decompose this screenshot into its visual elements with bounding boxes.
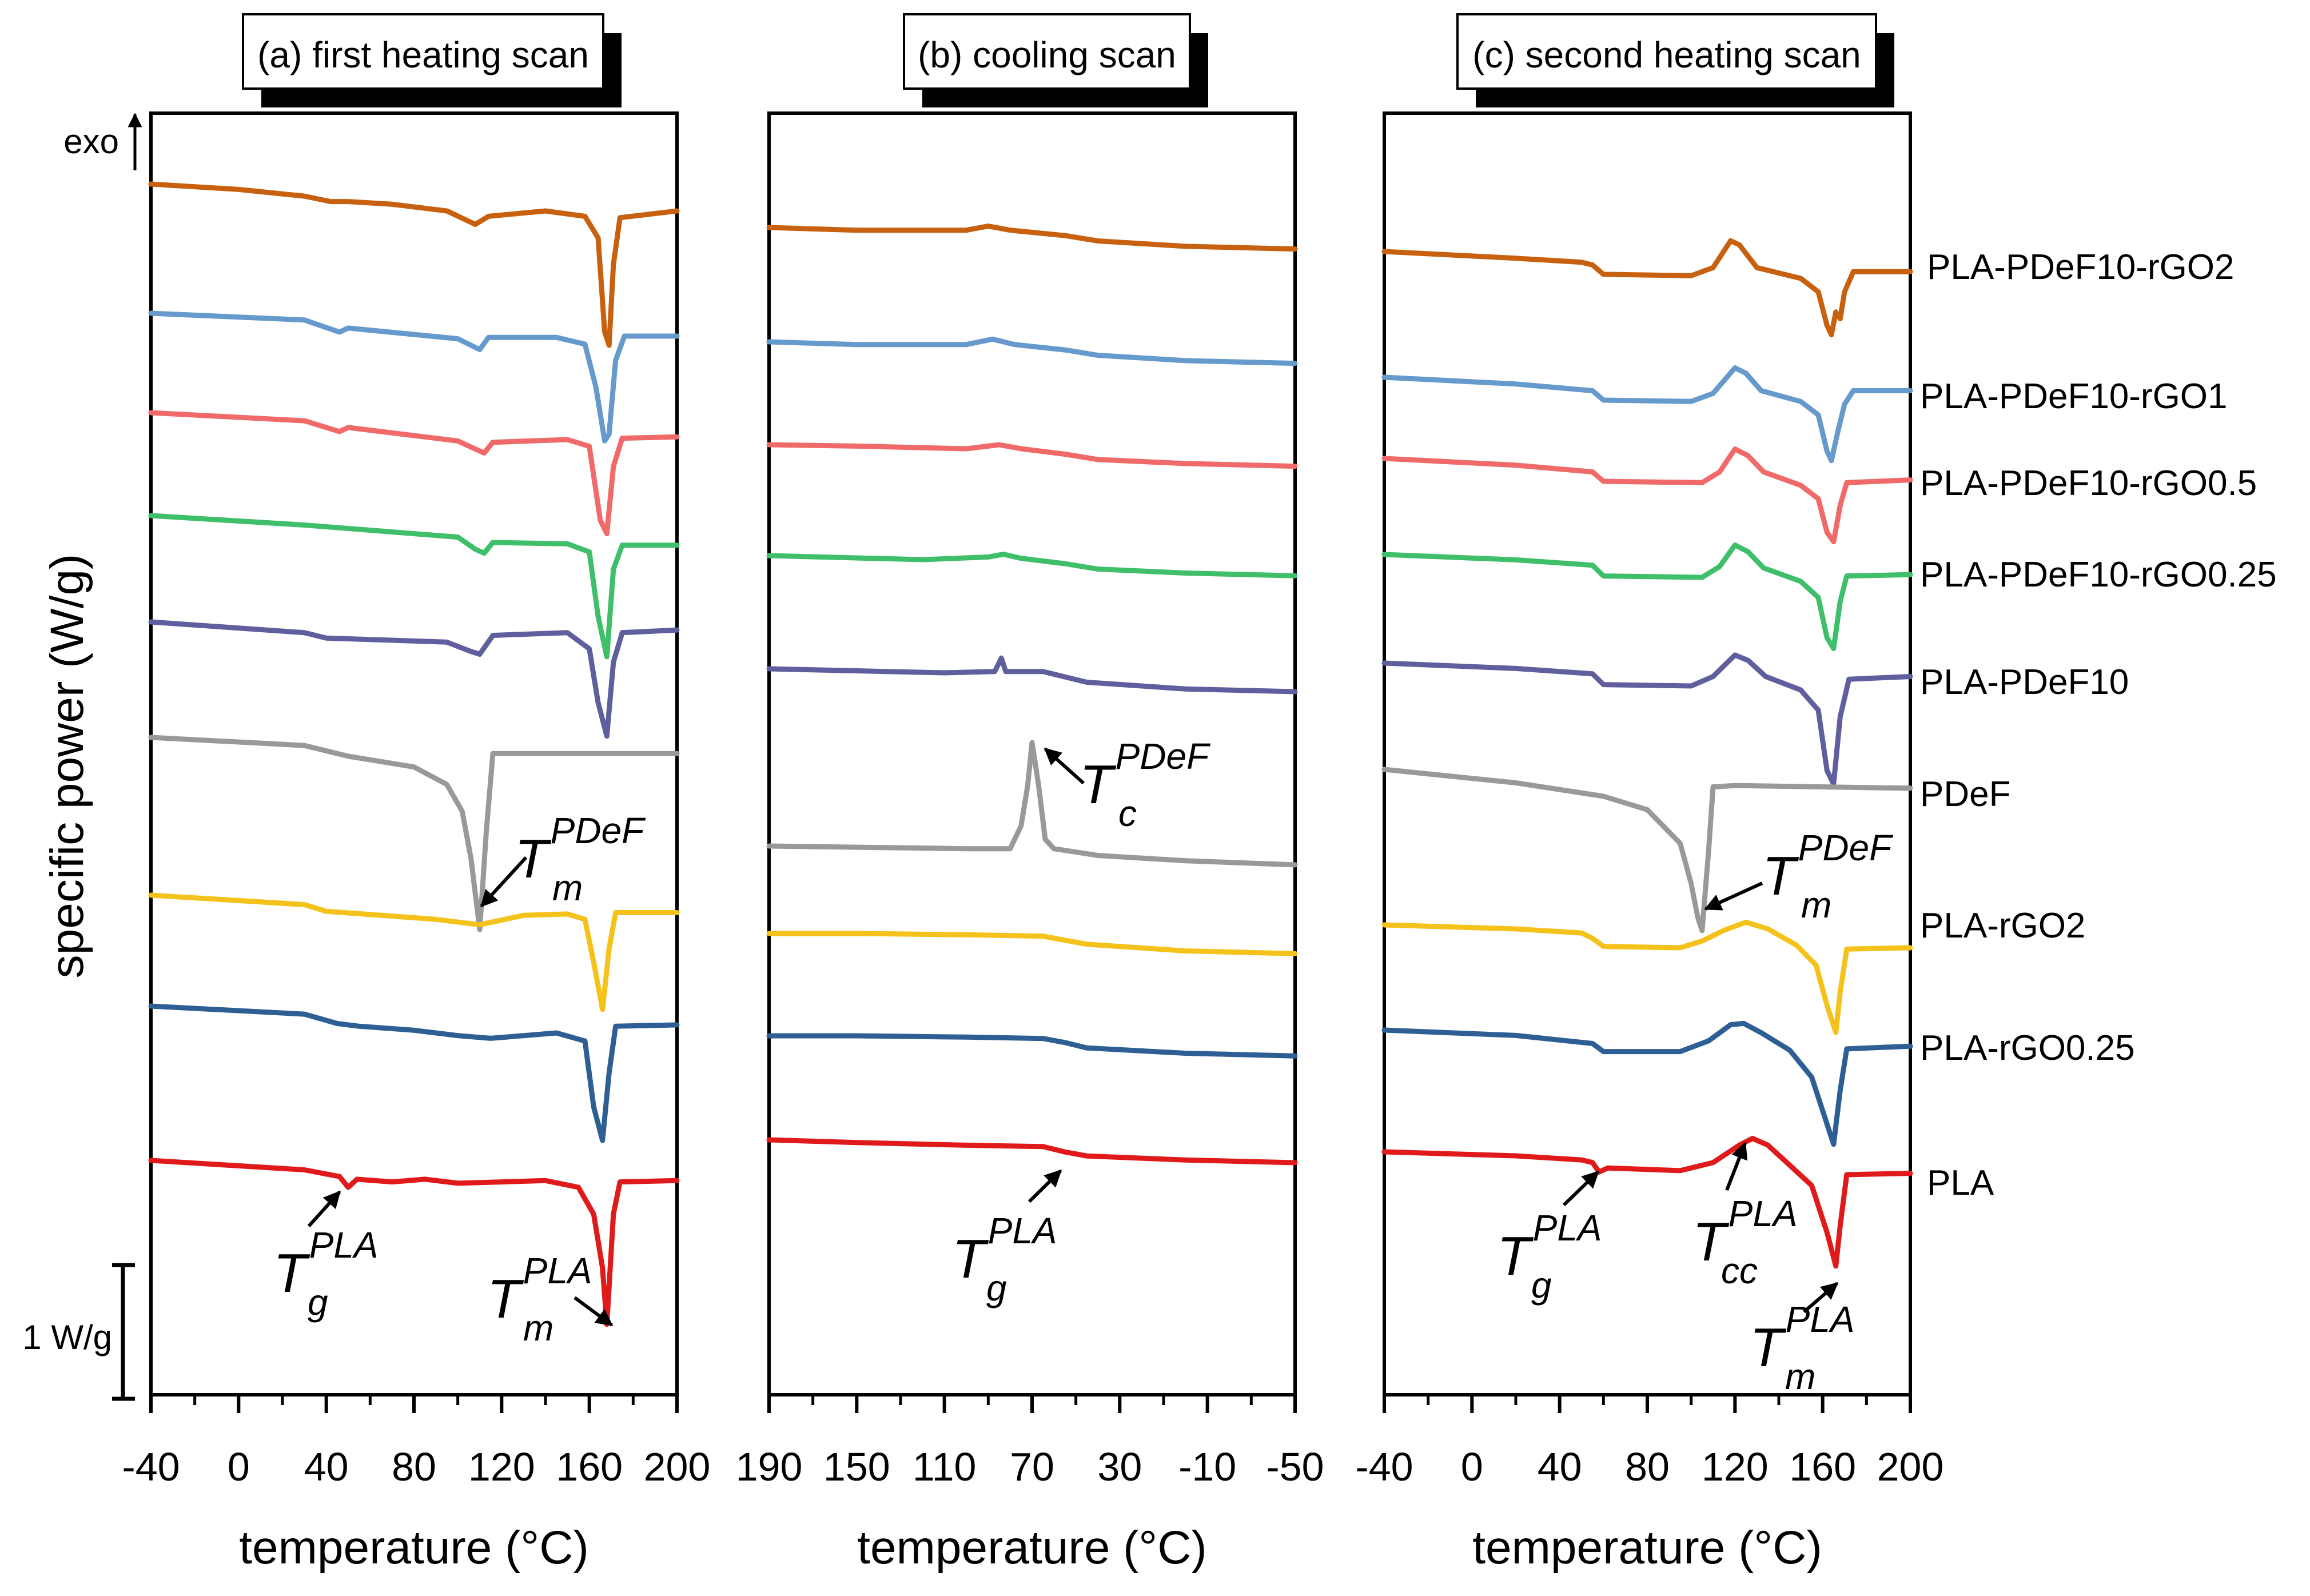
- x-tick-label-c: -40: [1355, 1445, 1413, 1489]
- curve-a-pla-pdef10: [148, 619, 680, 739]
- curve-b-pdef: [766, 740, 1298, 868]
- x-tick-label-b: 30: [1097, 1445, 1142, 1489]
- curve-c-pdef: [1381, 767, 1913, 933]
- arrow-c-tm-pla: [1803, 1282, 1839, 1314]
- annotation-c-tm-pdef: TPDeF m: [1762, 827, 1894, 925]
- scale-bar: [112, 1263, 135, 1401]
- x-tick-label-c: 200: [1877, 1445, 1944, 1489]
- x-tick-label-b: 110: [913, 1445, 977, 1489]
- arrow-a-tm-pla: [573, 1296, 614, 1327]
- annotation-c-tm-pla: TPLA m: [1750, 1299, 1855, 1397]
- arrow-c-tm-pdef: [1704, 881, 1763, 911]
- panel-b-xlabel: temperature (°C): [857, 1522, 1207, 1574]
- curve-a-pla-pdef10-rgo0-5: [148, 410, 680, 536]
- arrow-b-tg-pla: [1027, 1169, 1062, 1203]
- curve-c-pla-pdef10-rgo1: [1381, 365, 1913, 464]
- curve-c-pla-rgo2: [1381, 919, 1913, 1035]
- annotation-b-tc-pdef: TPDeF c: [1080, 736, 1211, 834]
- exo-label: exo: [63, 122, 119, 161]
- panel-c-xlabel: temperature (°C): [1472, 1522, 1822, 1574]
- annotation-c-tcc-pla: TPLA cc: [1692, 1193, 1798, 1291]
- y-axis-label: specific power (W/g): [41, 554, 93, 979]
- panel-c-frame: [1383, 111, 1912, 1396]
- x-tick-label-a: -40: [122, 1445, 180, 1489]
- annotation-a-tm-pdef: TPDeF m: [515, 810, 646, 908]
- curve-a-pla-pdef10-rgo1: [148, 310, 680, 444]
- x-tick-label-a: 80: [392, 1445, 436, 1489]
- curve-a-pla: [148, 1158, 680, 1327]
- label-pla-pdef10-rgo2: PLA-PDeF10-rGO2: [1927, 248, 2235, 287]
- curve-c-pla-pdef10-rgo0-25: [1381, 542, 1913, 651]
- curve-b-pla: [766, 1137, 1298, 1166]
- label-pdef: PDeF: [1920, 775, 2010, 814]
- x-tick-label-c: 80: [1625, 1445, 1670, 1489]
- label-pla-rgo2: PLA-rGO2: [1920, 906, 2085, 945]
- curve-b-pla-pdef10-rgo0-5: [766, 442, 1298, 469]
- curve-b-pla-pdef10-rgo0-25: [766, 552, 1298, 578]
- annotation-b-tg-pla: TPLA g: [952, 1210, 1057, 1308]
- arrow-a-tm-pdef: [480, 856, 528, 908]
- x-tick-label-a: 0: [228, 1445, 250, 1489]
- curve-b-pla-pdef10: [766, 655, 1298, 695]
- x-tick-label-b: 150: [823, 1445, 890, 1489]
- arrow-c-tg-pla: [1562, 1170, 1600, 1207]
- curve-a-pla-pdef10-rgo0-25: [148, 513, 680, 660]
- curve-c-pla-pdef10-rgo0-5: [1381, 446, 1913, 545]
- curve-c-pla: [1381, 1136, 1913, 1269]
- x-tick-label-a: 160: [556, 1445, 623, 1489]
- x-tick-label-b: 190: [736, 1445, 803, 1489]
- x-tick-label-a: 120: [468, 1445, 535, 1489]
- x-tick-label-b: -10: [1178, 1445, 1236, 1489]
- arrow-b-tc-pdef: [1044, 747, 1085, 785]
- curve-c-pla-pdef10-rgo2: [1381, 238, 1913, 338]
- arrow-c-tcc-pla: [1725, 1142, 1748, 1191]
- annotation-a-tm-pla: TPLA m: [487, 1250, 592, 1348]
- panel-a-title: (a) first heating scan: [257, 34, 589, 75]
- panel-c-title: (c) second heating scan: [1472, 34, 1861, 75]
- x-tick-label-c: 160: [1789, 1445, 1856, 1489]
- annotation-a-tg-pla: TPLA g: [273, 1224, 379, 1323]
- label-pla-pdef10: PLA-PDeF10: [1920, 663, 2129, 702]
- curve-b-pla-pdef10-rgo2: [766, 224, 1298, 252]
- curve-a-pdef: [148, 735, 680, 932]
- label-pla-rgo0-25: PLA-rGO0.25: [1920, 1028, 2135, 1068]
- curve-c-pla-pdef10: [1381, 652, 1913, 787]
- x-tick-label-c: 120: [1702, 1445, 1769, 1489]
- label-pla: PLA: [1927, 1163, 1994, 1203]
- x-tick-label-a: 200: [644, 1445, 711, 1489]
- curve-b-pla-rgo2: [766, 931, 1298, 956]
- curve-c-pla-rgo0-25: [1381, 1020, 1913, 1147]
- scale-bar-label: 1 W/g: [22, 1318, 112, 1356]
- arrow-a-tg-pla: [307, 1190, 341, 1228]
- curve-b-pla-rgo0-25: [766, 1033, 1298, 1059]
- panel-b-title: (b) cooling scan: [918, 34, 1176, 75]
- x-tick-label-b: -50: [1266, 1445, 1324, 1489]
- label-pla-pdef10-rgo1: PLA-PDeF10-rGO1: [1920, 377, 2228, 416]
- x-tick-label-c: 40: [1538, 1445, 1582, 1489]
- curve-a-pla-pdef10-rgo2: [148, 181, 680, 348]
- label-pla-pdef10-rgo0-25: PLA-PDeF10-rGO0.25: [1920, 555, 2277, 594]
- x-tick-label-b: 70: [1010, 1445, 1054, 1489]
- annotation-c-tg-pla: TPLA g: [1497, 1207, 1602, 1306]
- panel-a-xlabel: temperature (°C): [239, 1522, 589, 1574]
- x-tick-label-c: 0: [1461, 1445, 1483, 1489]
- curve-b-pla-pdef10-rgo1: [766, 336, 1298, 366]
- x-tick-label-a: 40: [304, 1445, 349, 1489]
- curve-a-pla-rgo2: [148, 892, 680, 1012]
- curve-a-pla-rgo0-25: [148, 1003, 680, 1143]
- label-pla-pdef10-rgo0-5: PLA-PDeF10-rGO0.5: [1920, 464, 2257, 503]
